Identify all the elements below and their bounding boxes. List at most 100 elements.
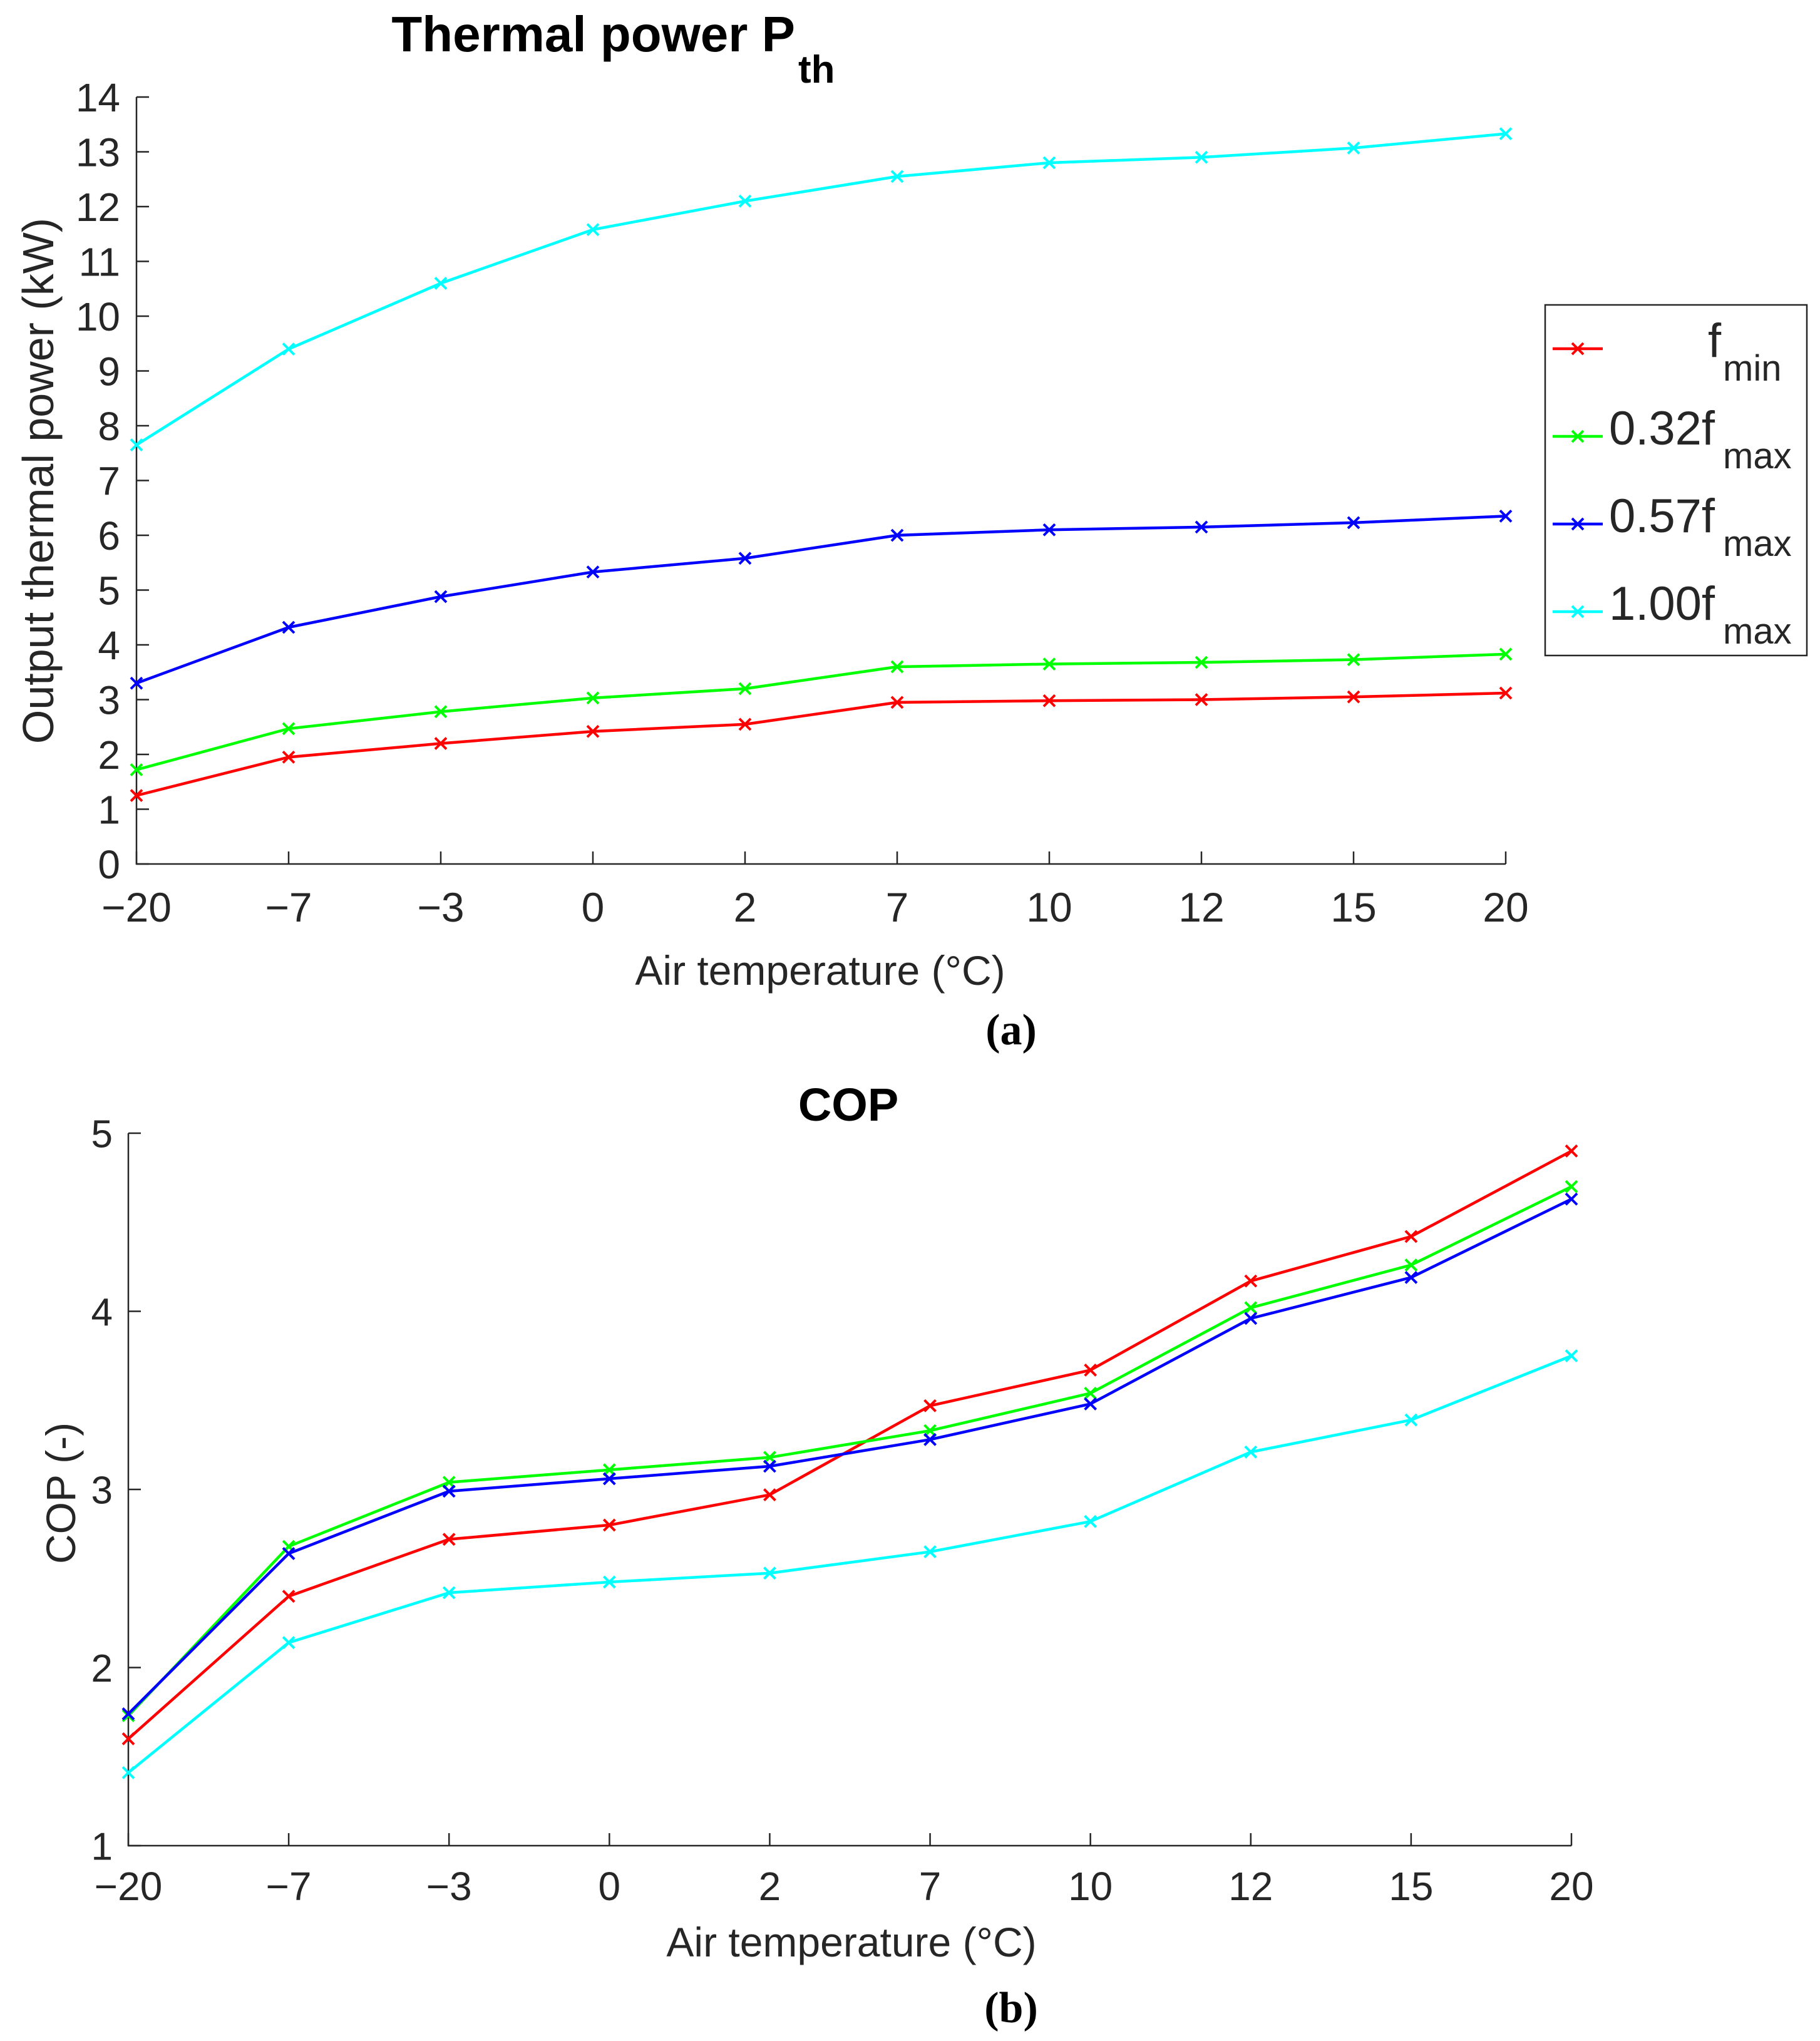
legend-marker-100fmax [1571, 605, 1585, 619]
legend-label-fmin: f [1708, 314, 1722, 368]
chart-b-data-point [1084, 1386, 1098, 1400]
chart-a-caption: (a) [985, 1006, 1037, 1054]
chart-a-x-tick-label: 0 [582, 884, 605, 930]
chart-a-data-point [1195, 655, 1208, 669]
chart-a-y-tick-label: 2 [98, 733, 120, 778]
chart-b-x-tick-label: 15 [1389, 1864, 1433, 1909]
chart-a-data-point [1499, 686, 1513, 700]
chart-a-y-tick-label: 4 [98, 623, 120, 668]
chart-b-y-tick-label: 3 [91, 1469, 113, 1512]
chart-b-x-tick-label: 12 [1228, 1864, 1273, 1909]
legend-box [1544, 304, 1808, 657]
chart-b-title: COP [798, 1079, 898, 1131]
chart-a-x-tick-label: 2 [734, 884, 757, 930]
chart-b-data-point [1565, 1180, 1578, 1193]
chart-b-data-point [1084, 1397, 1098, 1411]
chart-a-data-point [738, 552, 752, 565]
chart-a-title: Thermal power P [391, 6, 795, 62]
chart-a-x-tick-label: −20 [101, 884, 172, 930]
chart-a-y-tick-label: 6 [98, 513, 120, 558]
chart-b-y-tick-label: 5 [91, 1113, 113, 1156]
chart-b-data-point [1244, 1445, 1258, 1459]
chart-b-data-point [602, 1518, 616, 1532]
thermal-power-chart: Thermal power P th 01234567891011121314 … [14, 6, 1808, 1054]
legend-label-057fmax: 0.57f [1609, 490, 1715, 543]
legend-sub-057fmax: max [1723, 523, 1792, 564]
chart-b-caption: (b) [984, 1984, 1038, 2032]
chart-b-data-point [1244, 1274, 1258, 1288]
chart-a-data-point [282, 620, 296, 634]
chart-b-data-point [1244, 1301, 1258, 1315]
chart-b-data-point [923, 1399, 937, 1412]
chart-b-data-point [1404, 1413, 1418, 1427]
chart-a-data-point [738, 194, 752, 208]
chart-a-data-point [434, 590, 448, 604]
chart-a-x-tick-label: −3 [417, 884, 464, 930]
chart-b-data-point [282, 1590, 296, 1603]
chart-b-series-line-2 [127, 1198, 1572, 1715]
chart-b-data-point [763, 1566, 776, 1580]
chart-a-data-point [130, 763, 143, 776]
chart-b-data-point [1244, 1312, 1258, 1325]
chart-b-data-point [1565, 1144, 1578, 1158]
chart-b-data-point [442, 1586, 456, 1600]
chart-b-data-point [121, 1766, 135, 1779]
legend-label-032fmax: 0.32f [1609, 402, 1715, 455]
chart-a-data-point [1347, 141, 1360, 155]
chart-a-data-point [586, 565, 600, 579]
chart-b-data-point [1404, 1271, 1418, 1284]
chart-a-data-point [130, 789, 143, 803]
legend-entry-fmin: f min [1553, 314, 1781, 389]
chart-a-data-point [1042, 156, 1056, 170]
chart-b-data-point [121, 1707, 135, 1720]
chart-b-data-point [282, 1636, 296, 1650]
chart-a-x-tick-label: 10 [1026, 884, 1072, 930]
legend-sub-100fmax: max [1723, 611, 1792, 652]
chart-a-y-tick-label: 8 [98, 404, 120, 449]
chart-a-data-point [890, 528, 904, 542]
chart-a-series-line-2 [136, 515, 1506, 685]
chart-a-series-line-0 [136, 691, 1506, 797]
chart-b-x-tick-label: −3 [426, 1864, 472, 1909]
legend-marker-032fmax [1571, 429, 1585, 443]
chart-a-data-point [282, 722, 296, 736]
chart-b-data-point [602, 1575, 616, 1589]
chart-a-series [130, 127, 1513, 803]
chart-a-data-point [130, 438, 143, 452]
chart-a-y-tick-label: 12 [76, 185, 120, 230]
chart-a-data-point [738, 682, 752, 696]
legend-label-100fmax: 1.00f [1609, 577, 1715, 630]
chart-a-x-tick-label: 7 [886, 884, 909, 930]
chart-a-x-tick-label: 15 [1330, 884, 1376, 930]
chart-b-data-point [923, 1432, 937, 1446]
chart-a-y-tick-label: 13 [76, 130, 120, 175]
chart-b-data-point [1084, 1363, 1098, 1377]
chart-b-x-tick-label: 2 [759, 1864, 781, 1909]
chart-b-data-point [1565, 1349, 1578, 1363]
chart-a-data-point [1195, 150, 1208, 164]
chart-a-data-point [586, 691, 600, 705]
chart-a-x-ticks: −20 −7 −3 0 2 7 10 12 15 20 [101, 851, 1529, 930]
chart-a-data-point [586, 223, 600, 237]
chart-a-data-point [1347, 516, 1360, 530]
chart-a-data-point [1499, 127, 1513, 141]
chart-a-x-tick-label: 12 [1178, 884, 1224, 930]
chart-b-x-tick-label: 20 [1549, 1864, 1593, 1909]
chart-a-data-point [890, 696, 904, 709]
chart-a-data-point [282, 342, 296, 356]
chart-a-data-point [1195, 520, 1208, 534]
chart-a-y-tick-label: 3 [98, 678, 120, 723]
chart-b-series-line-0 [127, 1149, 1573, 1740]
chart-a-y-tick-label: 1 [98, 788, 120, 833]
chart-b-data-point [763, 1488, 776, 1501]
chart-a-data-point [130, 676, 143, 690]
chart-b-x-tick-label: −20 [95, 1864, 163, 1909]
legend-entry-100fmax: 1.00f max [1553, 577, 1792, 652]
chart-a-data-point [434, 705, 448, 719]
chart-a-data-point [890, 660, 904, 674]
chart-b-y-tick-label: 4 [91, 1291, 113, 1334]
chart-a-data-point [434, 277, 448, 290]
